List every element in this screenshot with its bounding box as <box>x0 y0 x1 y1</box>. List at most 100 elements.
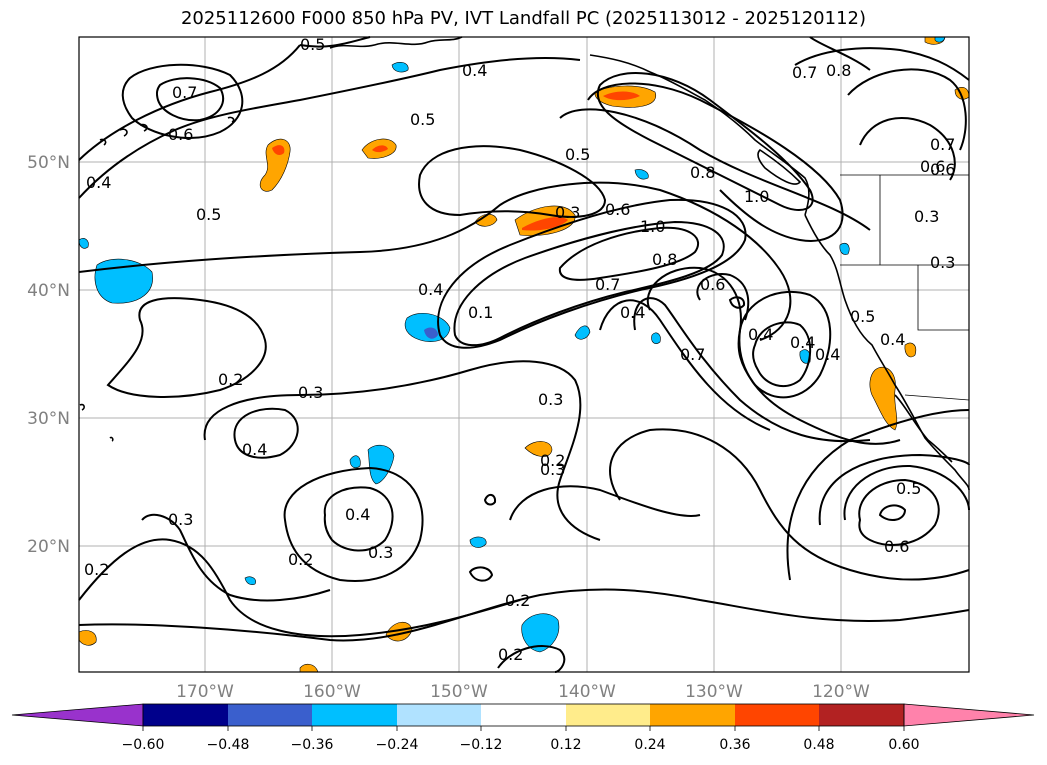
negative-anomaly-patch <box>799 349 811 364</box>
map-title: 2025112600 F000 850 hPa PV, IVT Landfall… <box>180 8 867 29</box>
negative-anomaly-core <box>424 327 438 339</box>
colorbar-segment <box>481 704 566 726</box>
contour-label: 0.7 <box>595 275 620 294</box>
negative-anomaly-patch <box>349 455 361 469</box>
contour-line <box>737 290 832 399</box>
contour-label: 0.7 <box>792 63 817 82</box>
contour-label: 0.4 <box>815 345 840 364</box>
contour-label: 0.7 <box>172 83 197 102</box>
contour-label: 0.3 <box>368 543 393 562</box>
contour-label: 0.4 <box>86 173 111 192</box>
north-america-coast <box>804 214 970 491</box>
coastlines <box>79 36 970 491</box>
lat-label: 30°N <box>27 409 70 429</box>
lon-label: 160°W <box>303 682 361 702</box>
colorbar-segment <box>228 704 312 726</box>
colorbar-tick-label: −0.48 <box>207 737 250 753</box>
contour-line <box>599 299 771 431</box>
negative-anomaly-patch <box>78 238 89 249</box>
political-borders <box>840 174 970 401</box>
positive-anomaly-core <box>372 145 388 153</box>
contour-label: 1.0 <box>640 217 665 236</box>
contour-label: 0.2 <box>498 645 523 664</box>
negative-anomaly-patch <box>651 332 661 344</box>
map-border <box>78 36 970 673</box>
lon-label: 120°W <box>812 682 870 702</box>
state-borders <box>840 175 969 331</box>
colorbar-tick-label: −0.60 <box>122 737 165 753</box>
positive-anomaly-patch <box>78 630 97 646</box>
contour-line <box>559 108 871 231</box>
contour-label: 0.8 <box>826 61 851 80</box>
colorbar-tick-label: −0.24 <box>376 737 419 753</box>
pv-contours <box>78 36 970 673</box>
contour-label: 0.6 <box>605 200 630 219</box>
contour-line <box>587 82 844 242</box>
negative-anomaly-patch <box>94 258 153 304</box>
contour-line <box>509 485 701 521</box>
positive-anomaly-patch <box>904 342 917 358</box>
contour-label: 0.7 <box>930 135 955 154</box>
contour-line <box>818 453 970 526</box>
colorbar-tick-label: −0.36 <box>291 737 334 753</box>
graticule <box>79 37 969 672</box>
contour-line <box>847 68 967 151</box>
contour-label: 0.5 <box>300 35 325 54</box>
contour-label: 0.2 <box>540 451 565 470</box>
contour-line <box>794 47 970 81</box>
contour-line <box>468 566 494 582</box>
contour-line <box>418 145 607 218</box>
contour-label: 0.5 <box>896 479 921 498</box>
contour-label: 0.6 <box>920 157 945 176</box>
contour-label: 0.8 <box>652 250 677 269</box>
contour-label: 0.4 <box>345 505 370 524</box>
colorbar-tick-label: 0.60 <box>888 737 919 753</box>
contour-line <box>283 466 424 582</box>
contour-line <box>878 504 907 522</box>
longitude-labels: 170°W 160°W 150°W 140°W 130°W 120°W <box>176 682 870 702</box>
contour-line <box>558 226 700 281</box>
negative-anomaly-patch <box>521 613 560 653</box>
lat-label: 20°N <box>27 537 70 557</box>
alaska-panhandle-coast <box>589 54 810 216</box>
contour-label: 1.0 <box>744 187 769 206</box>
contour-line <box>106 297 267 398</box>
lon-label: 130°W <box>685 682 743 702</box>
contour-label: 0.3 <box>538 390 563 409</box>
contour-line <box>437 198 747 349</box>
colorbar-extend-min <box>11 703 144 727</box>
negative-anomaly-patch <box>391 61 409 73</box>
contour-label-group: 0.7 0.6 0.4 0.5 0.4 0.5 0.5 0.3 0.6 1.0 … <box>84 35 955 664</box>
contour-label: 0.8 <box>690 163 715 182</box>
colorbar-segment <box>143 704 228 726</box>
contour-label: 0.2 <box>218 370 243 389</box>
aleutian-islands <box>99 116 235 146</box>
colorbar: −0.60 −0.48 −0.36 −0.24 −0.12 0.12 0.24 … <box>11 703 1035 753</box>
contour-line <box>858 478 940 546</box>
contour-line <box>78 538 521 638</box>
contour-label: 0.2 <box>505 591 530 610</box>
positive-anomaly-patch <box>524 441 553 457</box>
contour-line <box>78 44 301 161</box>
negative-anomaly-patch <box>367 444 395 485</box>
contour-line <box>809 36 871 71</box>
us-mexico-border <box>904 394 970 401</box>
contour-label: 0.4 <box>748 325 773 344</box>
positive-anomaly-patch <box>869 366 898 431</box>
baja-coast <box>894 394 953 463</box>
contour-label: 0.3 <box>168 510 193 529</box>
contour-line <box>141 513 331 602</box>
contour-line <box>728 296 746 309</box>
contour-line <box>78 57 581 199</box>
contour-line <box>859 116 956 181</box>
lat-label: 40°N <box>27 281 70 301</box>
lon-label: 150°W <box>430 682 488 702</box>
contour-label: 0.4 <box>418 280 443 299</box>
contour-line <box>453 220 725 347</box>
contour-label: 0.1 <box>468 303 493 322</box>
contour-line <box>786 409 970 581</box>
colorbar-tick-label: 0.36 <box>719 737 750 753</box>
contour-label: 0.6 <box>168 125 193 144</box>
colorbar-tick-label: 0.24 <box>634 737 665 753</box>
